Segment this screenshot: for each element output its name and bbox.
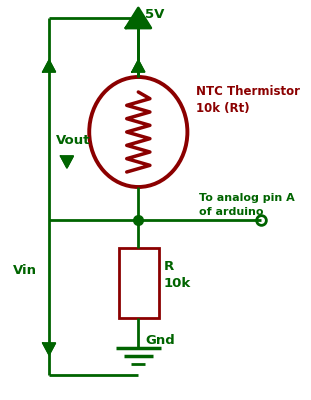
- Polygon shape: [43, 343, 55, 355]
- Text: To analog pin A
of arduino: To analog pin A of arduino: [199, 194, 295, 217]
- Text: NTC Thermistor
10k (Rt): NTC Thermistor 10k (Rt): [196, 85, 300, 115]
- Polygon shape: [126, 8, 151, 28]
- Text: Gnd: Gnd: [146, 334, 175, 346]
- Text: 5V: 5V: [146, 8, 165, 22]
- Polygon shape: [132, 60, 145, 72]
- Text: Vin: Vin: [13, 264, 37, 276]
- Text: R
10k: R 10k: [163, 260, 191, 290]
- Polygon shape: [43, 60, 55, 72]
- Polygon shape: [61, 156, 73, 168]
- Text: Vout: Vout: [56, 134, 91, 146]
- Bar: [119, 248, 159, 318]
